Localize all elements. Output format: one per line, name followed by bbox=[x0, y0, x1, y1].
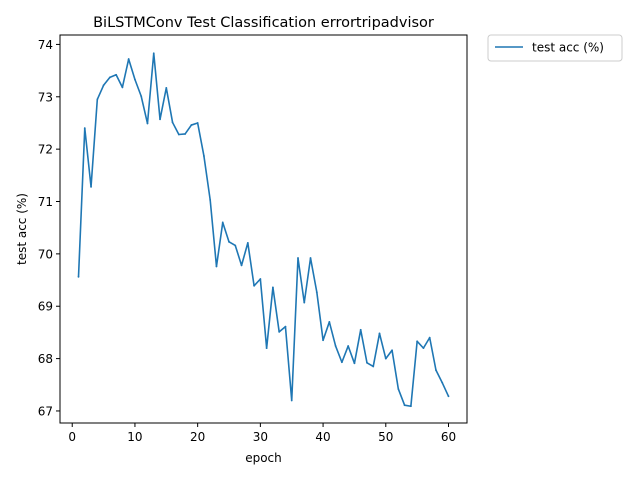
legend: test acc (%) bbox=[487, 34, 623, 62]
y-axis-label: test acc (%) bbox=[15, 193, 29, 265]
data-point bbox=[278, 330, 281, 333]
data-point bbox=[384, 357, 387, 360]
data-point bbox=[353, 362, 356, 365]
x-tick-label: 10 bbox=[127, 430, 142, 444]
data-point bbox=[134, 78, 136, 81]
data-point bbox=[159, 118, 161, 121]
data-point bbox=[171, 121, 174, 124]
data-point bbox=[284, 325, 287, 328]
data-point bbox=[83, 127, 86, 130]
data-point bbox=[422, 347, 425, 350]
data-point bbox=[152, 52, 155, 55]
data-point bbox=[190, 124, 193, 126]
data-point bbox=[127, 58, 130, 60]
data-point bbox=[115, 73, 118, 76]
y-tick-label: 73 bbox=[38, 90, 53, 104]
data-point bbox=[290, 399, 293, 402]
data-point bbox=[441, 381, 444, 384]
y-tick-label: 69 bbox=[38, 300, 53, 314]
data-point bbox=[209, 199, 212, 201]
plot-area bbox=[77, 52, 450, 408]
data-point bbox=[309, 257, 312, 259]
x-tick-label: 40 bbox=[315, 430, 330, 444]
data-point bbox=[303, 301, 306, 304]
data-point bbox=[177, 133, 180, 136]
data-point bbox=[265, 347, 268, 350]
data-point bbox=[435, 369, 437, 372]
data-point bbox=[165, 86, 168, 89]
y-tick-label: 67 bbox=[38, 404, 53, 418]
data-point bbox=[272, 286, 274, 289]
x-tick-label: 60 bbox=[441, 430, 456, 444]
data-point bbox=[416, 340, 419, 343]
data-point bbox=[96, 98, 99, 101]
y-tick-label: 70 bbox=[38, 247, 53, 261]
y-tick-label: 68 bbox=[38, 352, 53, 366]
data-point bbox=[391, 349, 393, 352]
data-point bbox=[359, 328, 362, 331]
data-point bbox=[322, 339, 324, 342]
x-tick-label: 30 bbox=[253, 430, 268, 444]
data-point bbox=[184, 133, 187, 135]
data-point bbox=[428, 336, 431, 339]
data-point bbox=[121, 86, 124, 89]
x-tick-label: 50 bbox=[378, 430, 393, 444]
data-point bbox=[221, 221, 224, 224]
data-point bbox=[347, 345, 350, 347]
data-point bbox=[334, 345, 337, 347]
data-point bbox=[378, 332, 381, 335]
data-point bbox=[409, 405, 412, 408]
data-point bbox=[102, 84, 105, 87]
data-point bbox=[240, 264, 243, 267]
chart-title: BiLSTMConv Test Classification errortrip… bbox=[93, 15, 434, 31]
y-tick-label: 72 bbox=[38, 143, 53, 157]
data-point bbox=[215, 265, 218, 268]
data-point bbox=[328, 321, 331, 323]
data-point bbox=[90, 185, 92, 188]
data-point bbox=[203, 155, 205, 157]
data-point bbox=[140, 95, 143, 98]
data-point bbox=[259, 278, 262, 280]
data-point bbox=[372, 365, 375, 368]
data-point bbox=[234, 244, 237, 247]
x-tick-label: 0 bbox=[68, 430, 76, 444]
data-point bbox=[315, 291, 318, 293]
data-point bbox=[246, 241, 249, 244]
legend-box bbox=[487, 34, 623, 62]
data-point bbox=[397, 388, 400, 390]
plot-frame bbox=[59, 34, 468, 424]
y-tick-label: 71 bbox=[38, 195, 53, 209]
data-point bbox=[403, 404, 406, 407]
y-tick-label: 74 bbox=[38, 38, 53, 52]
data-point bbox=[366, 361, 368, 364]
x-tick-label: 20 bbox=[190, 430, 205, 444]
x-axis-label: epoch bbox=[245, 451, 282, 465]
data-point bbox=[228, 240, 230, 243]
data-point bbox=[77, 276, 80, 278]
data-point bbox=[253, 284, 255, 287]
y-axis: 67 68 69 70 71 72 73 74 bbox=[38, 38, 60, 418]
x-axis: 0 10 20 30 40 50 60 bbox=[68, 423, 456, 444]
data-point bbox=[340, 361, 343, 364]
legend-label: test acc (%) bbox=[532, 41, 604, 55]
data-point bbox=[196, 122, 199, 124]
series-line bbox=[77, 52, 450, 408]
data-point bbox=[447, 395, 450, 398]
data-point bbox=[146, 122, 149, 125]
data-point bbox=[297, 257, 299, 259]
data-point bbox=[108, 76, 111, 79]
